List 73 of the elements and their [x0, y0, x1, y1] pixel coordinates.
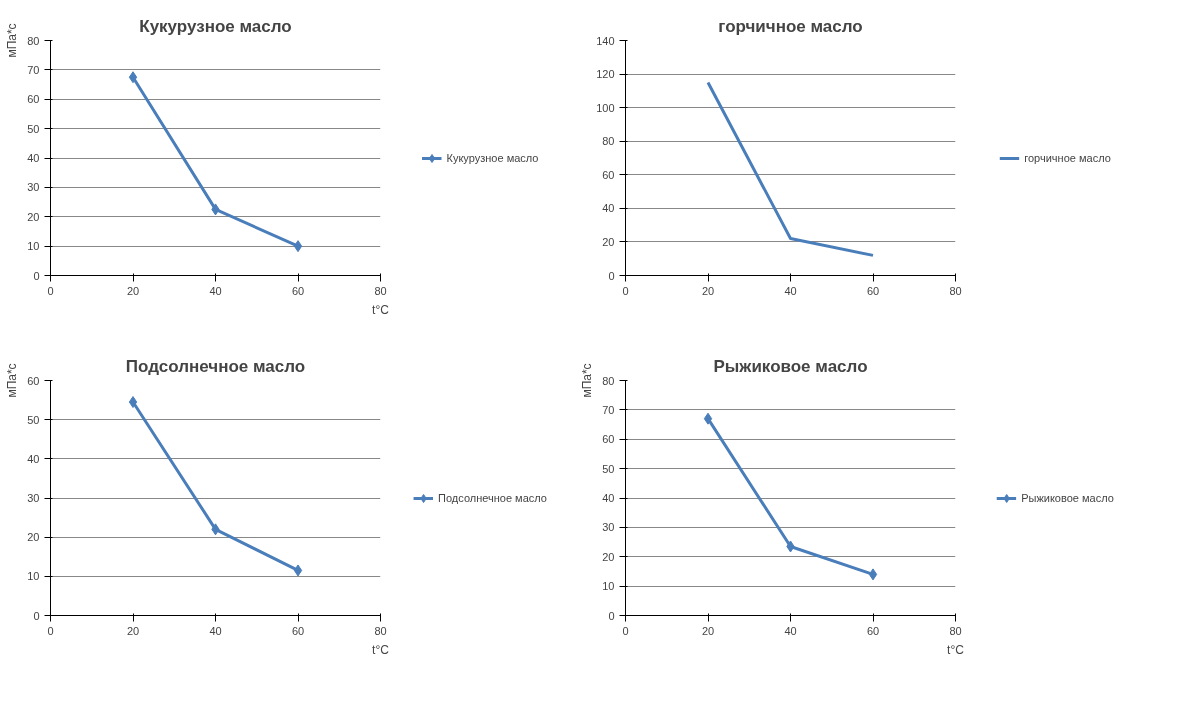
chart-title: горчичное масло	[718, 16, 863, 36]
x-tick-label: 40	[784, 284, 797, 297]
y-tick-label: 50	[27, 122, 40, 135]
y-tick-label: 20	[27, 531, 40, 544]
chart-title: Подсолнечное масло	[125, 356, 306, 376]
point	[293, 240, 303, 253]
x-tick-label: 40	[209, 624, 222, 637]
y-tick-label: 20	[602, 235, 615, 248]
y-tick-label: 60	[27, 93, 40, 106]
y-tick-label: 10	[602, 580, 615, 593]
y-tick-label: 0	[608, 269, 615, 282]
x-tick-label: 20	[701, 284, 715, 297]
x-axis-title: t°C	[372, 302, 390, 317]
y-tick-label: 50	[602, 462, 615, 475]
y-tick-label: 70	[602, 403, 615, 416]
y-tick-label: 120	[596, 68, 615, 81]
point	[703, 412, 713, 425]
point	[128, 396, 138, 409]
y-tick-label: 10	[27, 570, 40, 583]
point	[128, 71, 138, 84]
y-tick-label: 60	[602, 433, 615, 446]
y-tick-label: 40	[27, 452, 40, 465]
x-axis-title: t°C	[372, 642, 390, 657]
legend-label: Рыжиковое масло	[1021, 491, 1114, 504]
point	[868, 568, 878, 581]
x-axis-title: t°C	[947, 642, 965, 657]
chart-title: Рыжиковое масло	[713, 356, 868, 376]
x-tick-label: 0	[622, 284, 629, 297]
y-tick-label: 30	[602, 521, 615, 534]
y-tick-label: 0	[608, 609, 615, 622]
x-tick-label: 60	[866, 624, 880, 637]
y-tick-label: 70	[27, 63, 40, 76]
chart-title: Кукурузное масло	[139, 16, 292, 36]
y-tick-label: 40	[27, 152, 40, 164]
y-tick-label: 40	[602, 492, 615, 504]
y-tick-label: 10	[27, 240, 40, 253]
y-tick-label: 30	[27, 492, 40, 504]
x-tick-label: 20	[126, 624, 140, 637]
x-tick-label: 80	[374, 624, 387, 637]
y-tick-label: 80	[602, 135, 615, 148]
x-tick-label: 60	[291, 624, 305, 637]
x-tick-label: 0	[47, 284, 54, 297]
x-tick-label: 60	[866, 284, 880, 297]
y-tick-label: 30	[27, 181, 40, 194]
x-tick-label: 20	[126, 284, 140, 297]
x-tick-label: 20	[701, 624, 715, 637]
y-tick-label: 80	[27, 34, 40, 47]
x-tick-label: 80	[374, 284, 387, 297]
y-tick-label: 60	[27, 374, 40, 387]
y-tick-label: 50	[27, 413, 40, 426]
y-tick-label: 20	[602, 550, 615, 563]
x-tick-label: 80	[949, 624, 962, 637]
point	[293, 564, 303, 577]
x-tick-label: 80	[949, 284, 962, 297]
x-tick-label: 0	[622, 624, 629, 637]
legend-label: Кукурузное масло	[446, 151, 539, 164]
legend-label: горчичное масло	[1024, 151, 1111, 164]
y-tick-label: 0	[33, 269, 40, 282]
y-axis-title: мПа*с	[5, 363, 20, 398]
y-tick-label: 80	[602, 374, 615, 387]
y-tick-label: 20	[27, 210, 40, 223]
y-axis-title: мПа*с	[5, 23, 20, 58]
x-tick-label: 0	[47, 624, 54, 637]
x-tick-label: 40	[784, 624, 797, 637]
y-axis-title: мПа*с	[580, 363, 595, 398]
x-tick-label: 60	[291, 284, 305, 297]
y-tick-label: 100	[596, 101, 615, 114]
y-tick-label: 140	[596, 34, 615, 47]
legend-label: Подсолнечное масло	[438, 491, 547, 504]
y-tick-label: 0	[33, 609, 40, 622]
y-tick-label: 60	[602, 168, 615, 181]
y-tick-label: 40	[602, 202, 615, 215]
x-tick-label: 40	[209, 284, 222, 297]
